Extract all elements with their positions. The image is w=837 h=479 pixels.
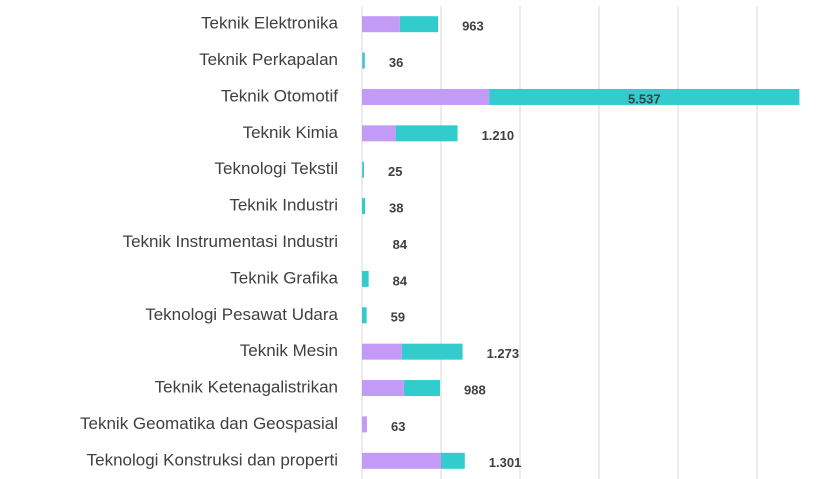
data-label: 84 <box>393 273 408 288</box>
data-label: 963 <box>462 19 484 34</box>
category-label: Teknik Elektronika <box>201 14 339 33</box>
category-label: Teknik Geomatika dan Geospasial <box>80 414 338 433</box>
bar-segment <box>362 452 441 469</box>
category-label: Teknik Ketenagalistrikan <box>155 378 338 397</box>
bar-segment <box>362 52 363 69</box>
bar-segment <box>362 125 396 142</box>
data-label: 5.537 <box>628 91 661 106</box>
category-label: Teknologi Pesawat Udara <box>145 305 338 324</box>
data-label: 63 <box>391 419 405 434</box>
data-label: 1.301 <box>489 455 522 470</box>
bar-segment <box>362 161 364 178</box>
bar-segment <box>362 52 365 69</box>
category-label: Teknik Industri <box>229 196 338 215</box>
bar-segment <box>403 380 441 397</box>
bar-segment <box>401 343 463 360</box>
category-label: Teknik Grafika <box>230 268 338 287</box>
bar-segment <box>362 88 490 105</box>
category-label: Teknologi Tekstil <box>215 159 338 178</box>
bar-segment <box>489 88 800 105</box>
bar-segment <box>362 16 400 33</box>
bar-segment <box>362 270 369 287</box>
data-label: 1.273 <box>487 346 520 361</box>
bar-segment <box>362 416 367 433</box>
bar-segment <box>395 125 458 142</box>
data-label: 25 <box>388 164 402 179</box>
bar-segment <box>441 452 465 469</box>
category-label: Teknik Mesin <box>240 341 338 360</box>
bar-segment <box>362 343 402 360</box>
category-label: Teknik Kimia <box>243 123 339 142</box>
category-label: Teknologi Konstruksi dan properti <box>87 450 338 469</box>
data-label: 1.210 <box>482 128 515 143</box>
data-label: 988 <box>464 382 486 397</box>
bar-segment <box>362 198 366 215</box>
data-label: 36 <box>389 55 403 70</box>
category-label: Teknik Otomotif <box>221 86 338 105</box>
category-label: Teknik Perkapalan <box>199 50 338 69</box>
bar-segment <box>362 380 404 397</box>
bar-segment <box>362 307 367 324</box>
bar-segment <box>399 16 439 33</box>
category-label: Teknik Instrumentasi Industri <box>123 232 338 251</box>
data-label: 59 <box>391 310 405 325</box>
data-label: 84 <box>393 237 408 252</box>
data-label: 38 <box>389 201 403 216</box>
